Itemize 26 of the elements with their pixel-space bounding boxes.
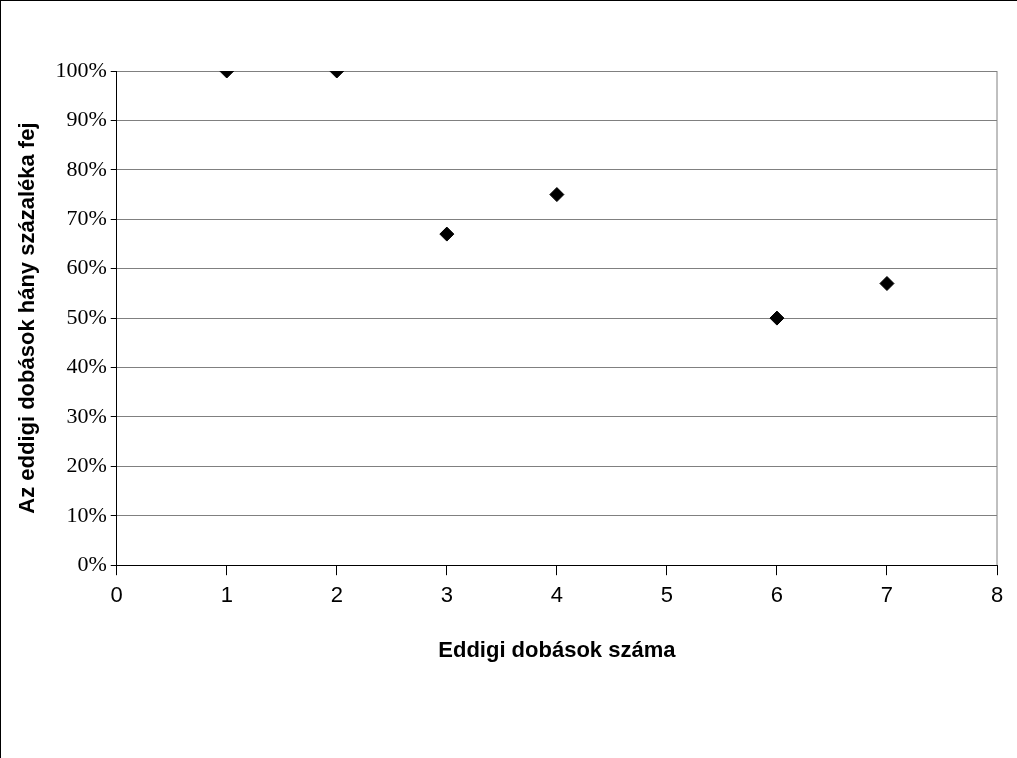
x-tick-label: 0 (110, 582, 123, 608)
y-tick-label: 0% (77, 550, 107, 576)
x-tick-label: 4 (550, 582, 563, 608)
x-tick-label: 6 (770, 582, 784, 608)
y-tick-label: 40% (66, 353, 107, 379)
x-tick-label: 5 (660, 582, 674, 608)
x-tick-label: 8 (990, 582, 1004, 608)
y-tick-label: 60% (66, 254, 107, 280)
x-tick-label: 1 (220, 582, 233, 608)
y-tick-label: 100% (55, 56, 107, 82)
point (439, 226, 455, 242)
x-tick-label: 7 (880, 582, 894, 608)
point (879, 276, 895, 292)
y-tick-label: 30% (66, 402, 107, 428)
point (769, 310, 785, 326)
x-tick-label: 2 (330, 582, 343, 608)
y-tick-label: 90% (66, 106, 107, 132)
y-axis-title: Az eddigi dobások hány százaléka fej (14, 122, 40, 514)
y-tick-label: 20% (66, 452, 107, 478)
point (549, 187, 565, 203)
y-tick-label: 80% (66, 155, 107, 181)
x-tick-label: 3 (440, 582, 453, 608)
x-axis-title: Eddigi dobások száma (438, 636, 677, 662)
y-tick-label: 70% (66, 205, 107, 231)
y-tick-label: 10% (66, 501, 107, 527)
y-tick-label: 50% (66, 303, 107, 329)
